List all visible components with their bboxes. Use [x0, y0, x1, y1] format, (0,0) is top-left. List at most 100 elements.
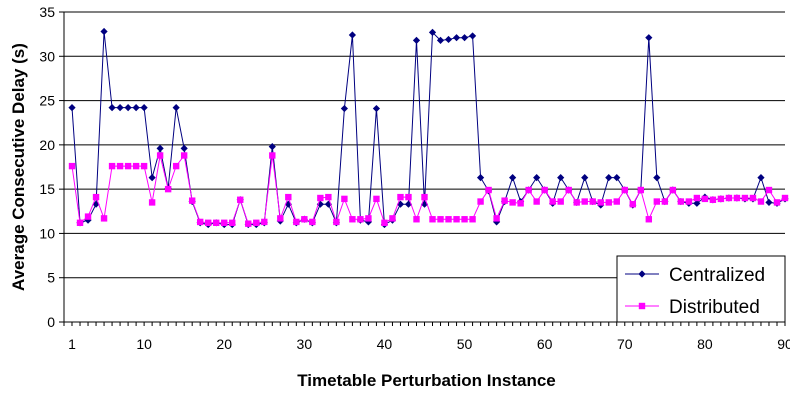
- y-tick-label: 35: [39, 4, 55, 20]
- y-tick-label: 0: [47, 314, 55, 330]
- data-point-distributed: [645, 216, 653, 223]
- data-point-distributed: [381, 219, 388, 226]
- data-point-distributed: [413, 216, 420, 223]
- data-point-distributed: [164, 185, 172, 193]
- data-point-distributed: [229, 219, 236, 226]
- data-point-distributed: [269, 152, 276, 159]
- data-point-distributed: [221, 219, 228, 226]
- data-point-distributed: [717, 195, 725, 203]
- series-distributed: [68, 152, 789, 227]
- data-point-centralized: [124, 104, 132, 112]
- x-tick-label: 40: [377, 336, 393, 352]
- data-point-centralized: [493, 218, 501, 226]
- data-point-distributed: [132, 162, 140, 170]
- data-point-distributed: [605, 199, 612, 206]
- data-point-centralized: [324, 200, 332, 208]
- data-point-distributed: [501, 197, 508, 204]
- data-point-distributed: [285, 193, 292, 201]
- data-point-distributed: [76, 219, 84, 226]
- data-point-distributed: [325, 193, 332, 201]
- data-point-distributed: [196, 218, 204, 226]
- y-tick-label: 20: [39, 137, 55, 153]
- y-tick-label: 25: [39, 93, 55, 109]
- data-point-distributed: [116, 162, 124, 170]
- data-point-distributed: [84, 213, 92, 220]
- data-point-distributed: [68, 162, 76, 170]
- data-point-distributed: [213, 219, 220, 226]
- data-point-centralized: [180, 144, 188, 152]
- data-point-distributed: [108, 162, 116, 170]
- data-point-distributed: [733, 194, 741, 202]
- data-point-centralized: [412, 36, 421, 44]
- data-point-distributed: [677, 198, 685, 205]
- data-point-centralized: [757, 174, 765, 182]
- data-point-centralized: [316, 200, 324, 208]
- data-point-centralized: [172, 104, 180, 112]
- data-point-centralized: [436, 36, 445, 44]
- data-point-centralized: [428, 28, 437, 36]
- data-point-centralized: [509, 174, 517, 182]
- data-point-distributed: [389, 215, 396, 222]
- data-point-distributed: [517, 200, 524, 207]
- series-layer: [68, 27, 789, 229]
- data-point-distributed: [205, 219, 212, 226]
- x-tick-label: 30: [297, 336, 313, 352]
- data-point-centralized: [372, 104, 381, 113]
- data-point-centralized: [156, 144, 164, 152]
- legend: Centralized Distributed: [616, 255, 786, 323]
- label-layer: 0 5 10 15 20 25 30 35 1 10 20 30 40 50 60 70 80 90 Timetab…: [9, 4, 790, 390]
- y-axis-title: Average Consecutive Delay (s): [9, 43, 28, 291]
- data-point-distributed: [341, 195, 348, 203]
- data-point-distributed: [172, 162, 180, 170]
- data-point-distributed: [469, 216, 476, 223]
- data-point-distributed: [349, 216, 356, 223]
- data-point-distributed: [148, 199, 156, 206]
- x-tick-label: 20: [216, 336, 232, 352]
- data-point-distributed: [781, 194, 789, 202]
- data-point-distributed: [685, 198, 693, 205]
- data-point-centralized: [100, 27, 108, 36]
- data-point-distributed: [261, 218, 268, 226]
- y-tick-label: 30: [39, 48, 55, 64]
- x-axis-title: Timetable Perturbation Instance: [297, 371, 556, 390]
- y-tick-label: 15: [39, 181, 55, 197]
- data-point-distributed: [245, 220, 252, 227]
- data-point-centralized: [765, 198, 773, 207]
- data-point-centralized: [340, 104, 348, 113]
- data-point-centralized: [140, 104, 148, 112]
- legend-label-centralized: Centralized: [669, 265, 765, 286]
- data-point-distributed: [557, 198, 564, 205]
- data-point-distributed: [421, 193, 428, 201]
- data-point-distributed: [317, 194, 324, 202]
- data-point-distributed: [701, 195, 709, 203]
- data-point-centralized: [148, 174, 156, 182]
- data-point-distributed: [253, 219, 260, 226]
- legend-label-distributed: Distributed: [669, 297, 760, 318]
- x-tick-label: 60: [537, 336, 553, 352]
- data-point-distributed: [661, 198, 669, 205]
- data-point-distributed: [453, 216, 460, 223]
- data-point-centralized: [533, 174, 541, 182]
- data-point-distributed: [493, 215, 500, 222]
- data-point-distributed: [293, 218, 300, 226]
- data-point-distributed: [365, 215, 372, 222]
- data-point-distributed: [405, 193, 412, 201]
- data-point-distributed: [653, 198, 661, 205]
- data-point-distributed: [188, 197, 196, 204]
- data-point-centralized: [613, 174, 621, 182]
- data-point-distributed: [581, 198, 588, 205]
- data-point-centralized: [605, 174, 613, 182]
- data-point-centralized: [268, 143, 276, 151]
- legend-box: [616, 255, 786, 323]
- data-point-distributed: [237, 196, 244, 203]
- data-point-distributed: [549, 198, 556, 205]
- data-point-distributed: [773, 199, 781, 206]
- data-point-distributed: [629, 201, 636, 208]
- data-point-distributed: [621, 186, 628, 194]
- data-point-distributed: [301, 216, 308, 223]
- y-tick-label: 10: [39, 225, 55, 241]
- data-point-distributed: [757, 198, 765, 205]
- data-point-distributed: [437, 216, 444, 223]
- data-point-centralized: [108, 104, 116, 112]
- data-point-distributed: [357, 216, 364, 223]
